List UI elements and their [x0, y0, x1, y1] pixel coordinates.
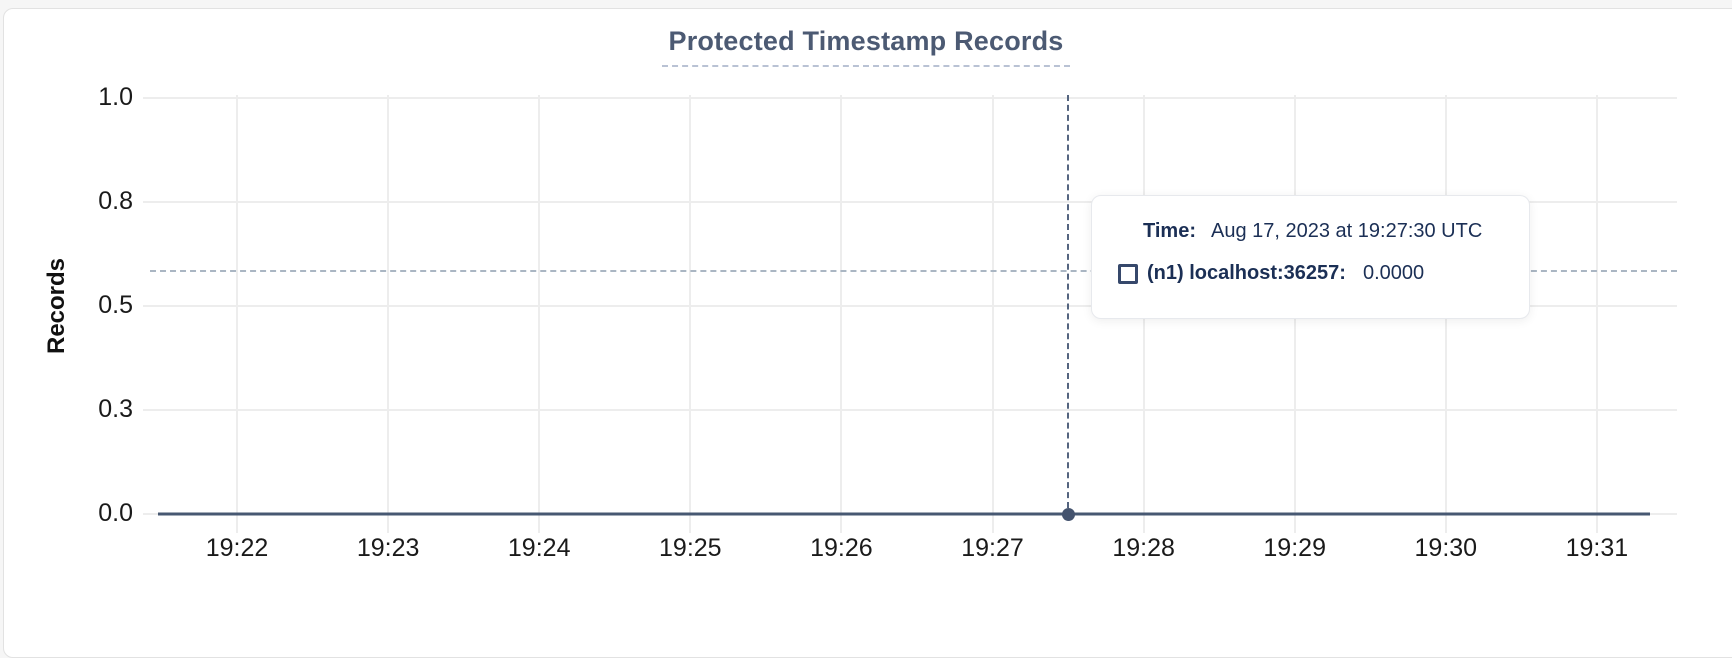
chart-stage: Protected Timestamp Records Records 1.0 0…: [0, 26, 1732, 562]
series-swatch-icon: [1118, 263, 1138, 284]
gridline-horizontal: [143, 409, 1677, 411]
x-tick-label: 19:31: [1565, 534, 1629, 562]
chart-title-row: Protected Timestamp Records: [0, 26, 1732, 67]
x-tick-label: 19:24: [507, 534, 571, 562]
tooltip-series-label: (n1) localhost:36257:: [1147, 262, 1346, 284]
gridline-vertical: [840, 95, 843, 533]
gridline-horizontal: [143, 201, 1677, 203]
tooltip-series-value: 0.0000: [1362, 262, 1425, 284]
gridline-vertical: [1595, 95, 1598, 533]
tooltip-series-row: (n1) localhost:36257: 0.0000: [1118, 262, 1424, 285]
y-tick-label: 0.8: [98, 187, 133, 215]
gridline-horizontal: [143, 97, 1677, 99]
y-tick-label: 0.3: [98, 395, 133, 423]
x-tick-label: 19:27: [961, 534, 1024, 562]
tooltip-time-row: Time: Aug 17, 2023 at 19:27:30 UTC: [1143, 220, 1482, 243]
chart-tooltip: Time: Aug 17, 2023 at 19:27:30 UTC (n1) …: [1091, 195, 1530, 319]
tooltip-time-label: Time:: [1143, 220, 1196, 242]
y-tick-label: 0.5: [98, 291, 133, 319]
x-tick-label: 19:28: [1112, 534, 1175, 562]
hover-dot: [1061, 507, 1075, 521]
x-tick-label: 19:25: [659, 534, 722, 562]
gridline-vertical: [991, 95, 994, 533]
chart-card: [3, 8, 1732, 658]
x-tick-label: 19:23: [356, 534, 420, 562]
crosshair-horizontal: [150, 270, 1677, 272]
gridline-vertical: [236, 95, 238, 533]
gridline-vertical: [387, 95, 390, 533]
tooltip-time-value: Aug 17, 2023 at 19:27:30 UTC: [1210, 220, 1483, 242]
gridline-vertical: [689, 95, 692, 533]
gridline-vertical: [538, 95, 541, 533]
gridline-horizontal: [143, 305, 1677, 307]
chart-title[interactable]: Protected Timestamp Records: [662, 26, 1070, 67]
x-tick-label: 19:26: [810, 534, 873, 562]
x-tick-label: 19:30: [1414, 534, 1478, 562]
y-tick-label: 0.0: [98, 499, 133, 527]
y-tick-label: 1.0: [98, 83, 133, 111]
x-tick-label: 19:22: [205, 534, 269, 562]
series-line: [158, 512, 1650, 516]
crosshair-vertical: [1067, 95, 1070, 508]
x-tick-label: 19:29: [1263, 534, 1326, 562]
